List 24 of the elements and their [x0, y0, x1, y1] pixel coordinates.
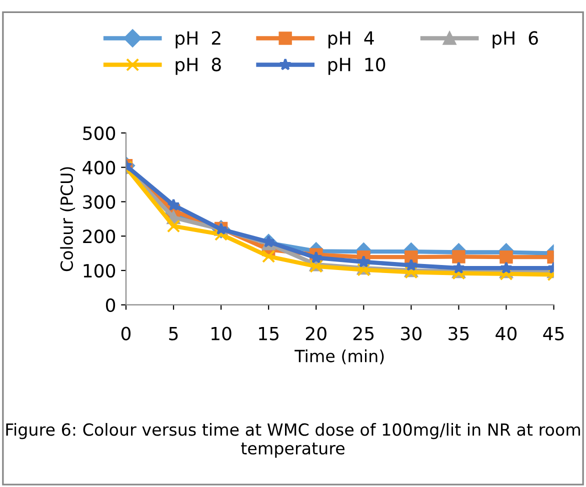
y-tick-label: 300	[83, 195, 116, 209]
x-tick-label: 40	[496, 326, 517, 340]
x-tick-label: 45	[543, 326, 564, 340]
x-tick-label: 25	[353, 326, 374, 340]
legend-label: pH 2	[176, 31, 220, 48]
y-tick-label: 100	[84, 264, 116, 278]
legend-label: pH 4	[328, 31, 374, 48]
x-tick-label: 30	[401, 326, 422, 340]
x-tick-label: 35	[448, 326, 469, 340]
y-axis-title: Colour (PCU)	[60, 167, 75, 272]
x-axis-title: Time (min)	[294, 349, 384, 364]
x-tick-label: 5	[169, 326, 178, 340]
y-tick-label: 400	[82, 160, 116, 174]
legend-label: pH 6	[492, 31, 538, 48]
x-tick-label: 0	[121, 326, 131, 340]
x-tick-label: 15	[259, 326, 278, 340]
caption: Figure 6: Colour versus time at WMC dose of 100mg/lit in NR at room temperature	[6, 422, 580, 458]
legend-label: pH 10	[328, 58, 386, 75]
legend-label: pH 8	[176, 58, 221, 75]
y-tick-label: 500	[83, 126, 116, 140]
y-tick-label: 200	[83, 230, 116, 244]
y-tick-label: 0	[106, 298, 116, 312]
x-tick-label: 20	[306, 326, 326, 340]
x-tick-label: 10	[212, 326, 232, 340]
